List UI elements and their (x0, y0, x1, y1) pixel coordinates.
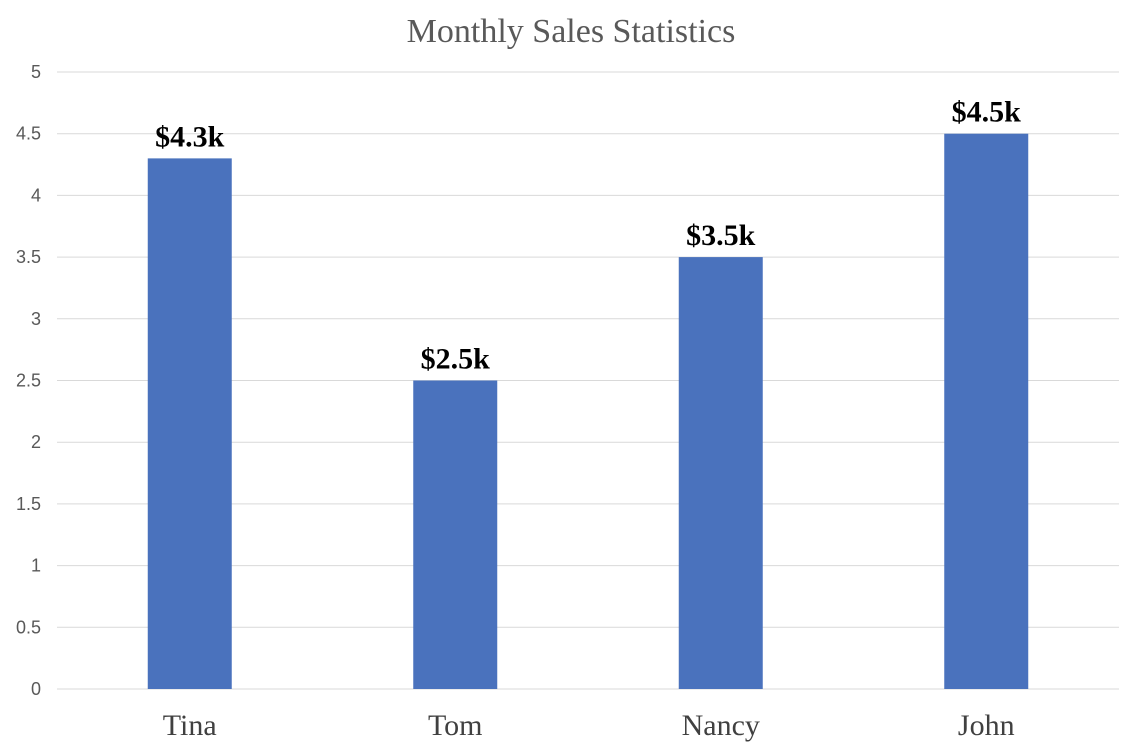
bar-nancy (678, 257, 763, 689)
data-label: $4.5k (952, 96, 1022, 129)
y-tick-label: 2 (31, 432, 41, 452)
y-axis-tick-labels: 0 0.5 1 1.5 2 2.5 3 3.5 4 4.5 5 (16, 62, 41, 699)
x-tick-label: Tom (428, 709, 483, 742)
data-label: $2.5k (421, 343, 491, 376)
x-tick-label: John (958, 709, 1015, 742)
chart-title: Monthly Sales Statistics (407, 13, 736, 50)
bar-tina (147, 158, 232, 689)
y-tick-label: 1 (31, 556, 41, 576)
y-tick-label: 0.5 (16, 617, 41, 637)
x-tick-label: Nancy (682, 709, 760, 742)
data-label: $3.5k (686, 219, 756, 252)
data-labels: $4.3k $2.5k $3.5k $4.5k (155, 96, 1021, 376)
y-tick-label: 4 (31, 185, 41, 205)
y-tick-label: 0 (31, 679, 41, 699)
y-tick-label: 3.5 (16, 247, 41, 267)
y-tick-label: 4.5 (16, 124, 41, 144)
y-tick-label: 1.5 (16, 494, 41, 514)
bars (147, 133, 1029, 689)
gridlines (57, 71, 1119, 690)
bar-tom (413, 380, 498, 689)
x-axis-tick-labels: Tina Tom Nancy John (163, 709, 1015, 742)
y-tick-label: 2.5 (16, 371, 41, 391)
y-tick-label: 3 (31, 309, 41, 329)
y-tick-label: 5 (31, 62, 41, 82)
bar-john (944, 133, 1029, 689)
data-label: $4.3k (155, 120, 225, 153)
x-tick-label: Tina (163, 709, 217, 742)
